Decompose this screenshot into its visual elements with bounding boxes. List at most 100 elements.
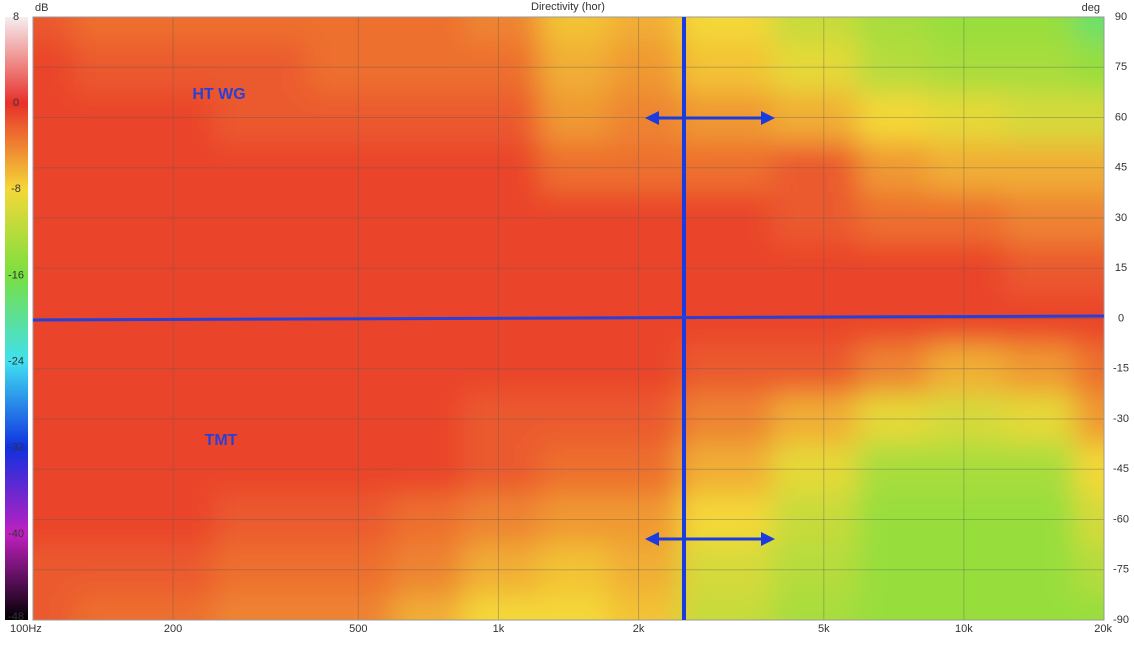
heat-cell	[1004, 142, 1076, 194]
heat-cell	[392, 17, 463, 43]
heat-cell	[73, 444, 145, 495]
colorbar-tick-label: 8	[13, 11, 19, 23]
heat-cell	[679, 594, 773, 620]
heat-cell	[927, 192, 1006, 244]
heat-cell	[1074, 343, 1104, 395]
heat-cell	[144, 92, 215, 144]
arrow	[645, 111, 775, 546]
heat-cell	[144, 17, 215, 43]
heat-cell	[609, 444, 681, 495]
annotation: TMT	[205, 432, 238, 449]
x-tick-label: 2k	[633, 623, 645, 635]
heat-cell	[857, 343, 929, 395]
heat-cell	[927, 444, 1006, 495]
heat-cell	[1074, 142, 1104, 194]
heat-cell	[33, 92, 75, 144]
heat-cell	[1004, 92, 1076, 144]
heat-cell	[679, 343, 773, 395]
heat-cell	[144, 544, 215, 596]
heat-cell	[927, 594, 1006, 620]
x-tick-label: 200	[164, 623, 182, 635]
heat-cell	[392, 192, 463, 244]
heat-cell	[462, 544, 540, 596]
heat-cell	[144, 343, 215, 395]
y-tick-label: 0	[1118, 312, 1124, 324]
heat-cell	[927, 494, 1006, 546]
heat-cell	[679, 243, 773, 294]
y-tick-label: -60	[1113, 513, 1129, 525]
heat-cell	[144, 594, 215, 620]
heat-cell	[772, 393, 859, 445]
heat-cell	[392, 594, 463, 620]
heat-cell	[857, 544, 929, 596]
heat-cell	[462, 393, 540, 445]
heat-cell	[772, 42, 859, 93]
heat-cell	[73, 17, 145, 43]
heat-cell	[857, 444, 929, 495]
heat-cell	[1004, 343, 1076, 395]
heat-cell	[462, 444, 540, 495]
heat-cell	[772, 444, 859, 495]
y-tick-label: -90	[1113, 614, 1129, 626]
heat-cell	[927, 92, 1006, 144]
heat-cell	[679, 494, 773, 546]
heat-cell	[609, 393, 681, 445]
heat-cell	[73, 343, 145, 395]
y-tick-label: -30	[1113, 413, 1129, 425]
heat-cell	[392, 42, 463, 93]
heat-cell	[857, 142, 929, 194]
heat-cell	[306, 92, 393, 144]
colorbar-tick-label: -48	[8, 611, 24, 623]
heat-cell	[772, 494, 859, 546]
heat-cell	[144, 494, 215, 546]
x-tick-label: 500	[349, 623, 367, 635]
heat-cell	[1004, 243, 1076, 294]
y-tick-label: 60	[1115, 111, 1127, 123]
heat-cell	[392, 444, 463, 495]
heat-cell	[214, 343, 308, 395]
heat-cell	[857, 393, 929, 445]
colorbar-tick-label: -40	[8, 528, 24, 540]
heat-cell	[214, 17, 308, 43]
heat-cell	[33, 444, 75, 495]
heat-cell	[33, 243, 75, 294]
colorbar-tick-label: -24	[8, 355, 24, 367]
heat-cell	[857, 243, 929, 294]
heat-cell	[462, 42, 540, 93]
heat-cell	[772, 243, 859, 294]
heat-cell	[33, 594, 75, 620]
heat-cell	[1004, 192, 1076, 244]
heat-cell	[539, 444, 610, 495]
colorbar-tick-label: 0	[13, 97, 19, 109]
heat-cell	[306, 192, 393, 244]
heat-cell	[679, 544, 773, 596]
heat-cell	[144, 192, 215, 244]
heat-cell	[772, 544, 859, 596]
heat-cell	[392, 393, 463, 445]
x-tick-label: 20k	[1094, 623, 1112, 635]
heat-cell	[306, 42, 393, 93]
heat-cell	[214, 393, 308, 445]
heat-cell	[392, 544, 463, 596]
heat-cell	[927, 293, 1006, 345]
heat-cell	[73, 192, 145, 244]
heat-cell	[73, 92, 145, 144]
heat-cell	[306, 17, 393, 43]
heat-cell	[392, 243, 463, 294]
heat-cell	[462, 243, 540, 294]
heat-cell	[539, 42, 610, 93]
axis-line	[32, 314, 1105, 322]
heat-cell	[462, 92, 540, 144]
colorbar-tick-label: -32	[8, 442, 24, 454]
heat-cell	[1004, 444, 1076, 495]
heat-cell	[73, 393, 145, 445]
heat-cell	[214, 594, 308, 620]
heat-cell	[73, 142, 145, 194]
heat-cell	[33, 494, 75, 546]
heat-cell	[772, 594, 859, 620]
heat-cell	[144, 142, 215, 194]
heat-cell	[306, 594, 393, 620]
heat-cell	[539, 192, 610, 244]
heat-cell	[539, 243, 610, 294]
